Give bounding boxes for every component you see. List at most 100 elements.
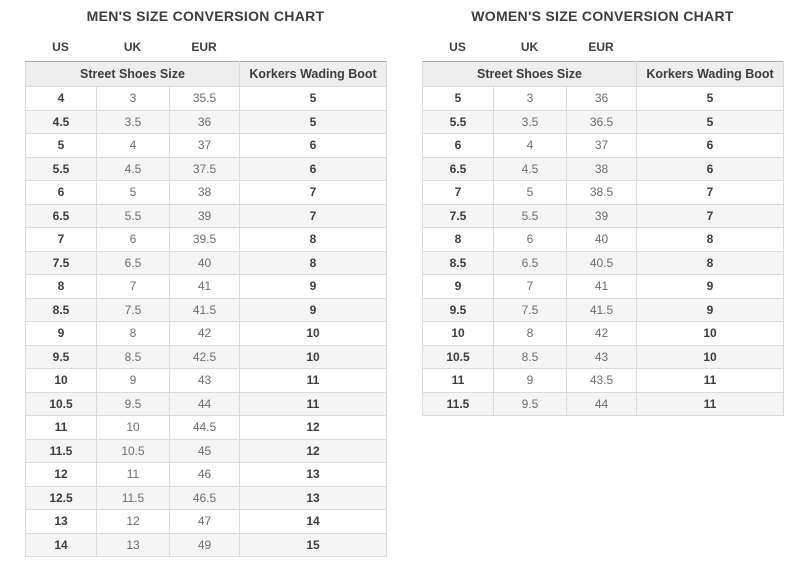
table-row: 9 8 42 10 — [25, 321, 388, 346]
eur-size-cell: 37 — [565, 133, 638, 158]
eur-size-cell: 42 — [168, 321, 241, 346]
us-size-cell: 5.5 — [25, 156, 97, 181]
uk-size-cell: 5 — [493, 180, 567, 205]
table-row: 11.5 10.5 45 12 — [25, 438, 388, 463]
eur-size-cell: 40 — [565, 227, 638, 252]
uk-size-cell: 8.5 — [96, 344, 170, 369]
uk-size-cell: 13 — [96, 532, 170, 557]
table-row: 10.5 9.5 44 11 — [25, 391, 388, 416]
mens-chart-title: MEN'S SIZE CONVERSION CHART — [86, 8, 325, 24]
table-row: 4 3 35.5 5 — [25, 86, 388, 111]
table-row: 10 9 43 11 — [25, 368, 388, 393]
wading-boot-size-cell: 5 — [636, 109, 785, 134]
uk-size-cell: 8.5 — [493, 344, 567, 369]
wading-boot-size-cell: 11 — [239, 368, 388, 393]
table-row: 8.5 6.5 40.5 8 — [422, 250, 785, 275]
eur-size-cell: 42.5 — [168, 344, 241, 369]
us-size-cell: 8.5 — [25, 297, 97, 322]
uk-size-cell: 6 — [493, 227, 567, 252]
eur-size-cell: 43 — [565, 344, 638, 369]
us-label: US — [52, 40, 69, 54]
korkers-wading-boot-header: Korkers Wading Boot — [636, 61, 785, 87]
wading-boot-size-cell: 7 — [636, 203, 785, 228]
womens-size-chart: WOMEN'S SIZE CONVERSION CHART US UK EUR … — [421, 8, 785, 416]
us-size-cell: 10 — [422, 321, 494, 346]
us-size-cell: 6.5 — [422, 156, 494, 181]
wading-boot-size-cell: 12 — [239, 438, 388, 463]
table-row: 9 7 41 9 — [422, 274, 785, 299]
wading-boot-size-cell: 14 — [239, 509, 388, 534]
wading-boot-size-cell: 5 — [636, 86, 785, 111]
us-size-cell: 6.5 — [25, 203, 97, 228]
wading-boot-size-cell: 13 — [239, 462, 388, 487]
eur-size-cell: 41 — [565, 274, 638, 299]
size-labels-spacer — [636, 40, 783, 54]
us-size-cell: 10.5 — [25, 391, 97, 416]
table-row: 12 11 46 13 — [25, 462, 388, 487]
us-size-cell: 8 — [25, 274, 97, 299]
uk-size-cell: 3.5 — [96, 109, 170, 134]
us-size-cell: 12 — [25, 462, 97, 487]
table-row: 10 8 42 10 — [422, 321, 785, 346]
wading-boot-size-cell: 6 — [239, 133, 388, 158]
wading-boot-size-cell: 10 — [636, 344, 785, 369]
uk-size-cell: 7 — [96, 274, 170, 299]
uk-size-cell: 9 — [493, 368, 567, 393]
wading-boot-size-cell: 7 — [239, 180, 388, 205]
us-size-cell: 8 — [422, 227, 494, 252]
size-conversion-page: MEN'S SIZE CONVERSION CHART US UK EUR St… — [24, 8, 785, 557]
eur-size-cell: 41.5 — [565, 297, 638, 322]
eur-size-cell: 37.5 — [168, 156, 241, 181]
uk-size-cell: 9.5 — [493, 391, 567, 416]
uk-size-cell: 3 — [96, 86, 170, 111]
uk-size-cell: 5.5 — [493, 203, 567, 228]
table-row: 4.5 3.5 36 5 — [25, 109, 388, 134]
table-row: 5 3 36 5 — [422, 86, 785, 111]
eur-size-cell: 36 — [168, 109, 241, 134]
table-row: 10.5 8.5 43 10 — [422, 344, 785, 369]
eur-size-cell: 43.5 — [565, 368, 638, 393]
table-row: 7 5 38.5 7 — [422, 180, 785, 205]
us-size-cell: 8.5 — [422, 250, 494, 275]
wading-boot-size-cell: 9 — [239, 297, 388, 322]
eur-label: EUR — [191, 40, 217, 54]
us-size-cell: 11.5 — [422, 391, 494, 416]
table-row: 9.5 8.5 42.5 10 — [25, 344, 388, 369]
eur-size-cell: 47 — [168, 509, 241, 534]
table-row: 6.5 4.5 38 6 — [422, 156, 785, 181]
uk-size-cell: 7 — [493, 274, 567, 299]
korkers-wading-boot-header: Korkers Wading Boot — [239, 61, 388, 87]
wading-boot-size-cell: 11 — [636, 368, 785, 393]
us-size-cell: 6 — [25, 180, 97, 205]
uk-size-cell: 4 — [493, 133, 567, 158]
wading-boot-size-cell: 8 — [239, 227, 388, 252]
us-size-cell: 14 — [25, 532, 97, 557]
eur-size-cell: 39.5 — [168, 227, 241, 252]
womens-size-system-labels: US UK EUR — [422, 40, 783, 54]
table-row: 6 5 38 7 — [25, 180, 388, 205]
wading-boot-size-cell: 11 — [636, 391, 785, 416]
table-row: 5.5 3.5 36.5 5 — [422, 109, 785, 134]
uk-size-cell: 5.5 — [96, 203, 170, 228]
eur-size-cell: 42 — [565, 321, 638, 346]
uk-size-cell: 8 — [96, 321, 170, 346]
street-shoes-size-header: Street Shoes Size — [421, 61, 638, 87]
eur-size-cell: 41 — [168, 274, 241, 299]
table-row: 8.5 7.5 41.5 9 — [25, 297, 388, 322]
eur-size-cell: 38 — [565, 156, 638, 181]
us-size-cell: 4 — [25, 86, 97, 111]
uk-size-cell: 4 — [96, 133, 170, 158]
uk-size-cell: 11 — [96, 462, 170, 487]
wading-boot-size-cell: 11 — [239, 391, 388, 416]
uk-size-cell: 12 — [96, 509, 170, 534]
wading-boot-size-cell: 8 — [636, 227, 785, 252]
us-size-cell: 7.5 — [422, 203, 494, 228]
uk-size-cell: 10.5 — [96, 438, 170, 463]
us-size-cell: 13 — [25, 509, 97, 534]
table-row: 11.5 9.5 44 11 — [422, 391, 785, 416]
womens-chart-title: WOMEN'S SIZE CONVERSION CHART — [471, 8, 734, 24]
wading-boot-size-cell: 10 — [239, 321, 388, 346]
uk-label: UK — [520, 40, 539, 54]
